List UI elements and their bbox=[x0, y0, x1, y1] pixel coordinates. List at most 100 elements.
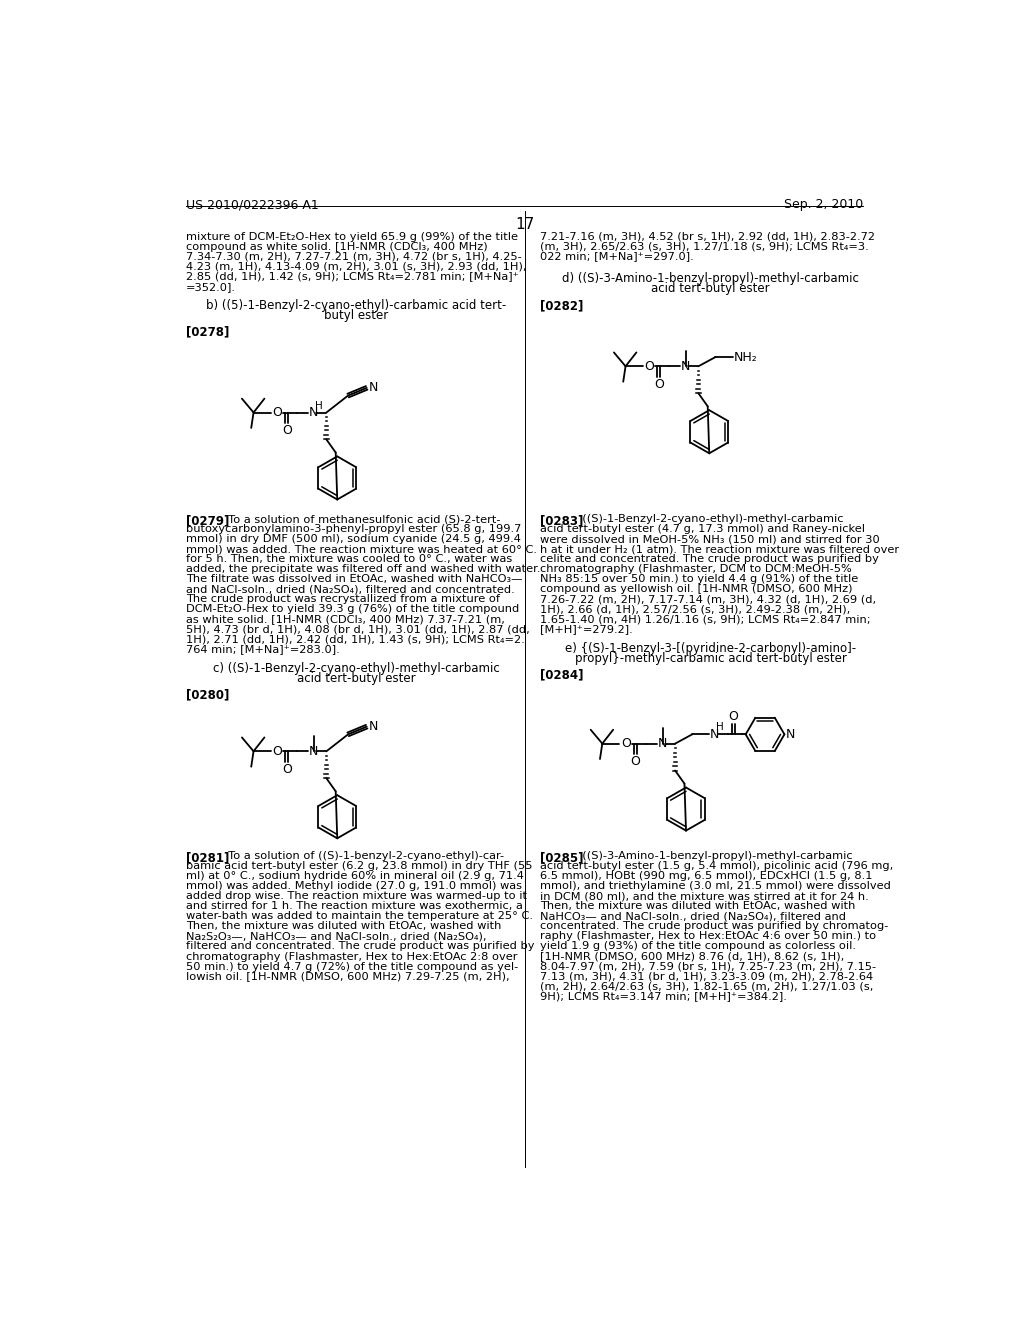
Text: 1H), 2.71 (dd, 1H), 2.42 (dd, 1H), 1.43 (s, 9H); LCMS Rt₄=2.: 1H), 2.71 (dd, 1H), 2.42 (dd, 1H), 1.43 … bbox=[186, 635, 525, 644]
Text: N: N bbox=[369, 381, 378, 395]
Text: mmol) was added. Methyl iodide (27.0 g, 191.0 mmol) was: mmol) was added. Methyl iodide (27.0 g, … bbox=[186, 882, 522, 891]
Text: (m, 2H), 2.64/2.63 (s, 3H), 1.82-1.65 (m, 2H), 1.27/1.03 (s,: (m, 2H), 2.64/2.63 (s, 3H), 1.82-1.65 (m… bbox=[541, 982, 873, 991]
Text: N: N bbox=[308, 744, 317, 758]
Text: acid tert-butyl ester: acid tert-butyl ester bbox=[651, 282, 770, 296]
Text: concentrated. The crude product was purified by chromatog-: concentrated. The crude product was puri… bbox=[541, 921, 889, 932]
Text: 7.21-7.16 (m, 3H), 4.52 (br s, 1H), 2.92 (dd, 1H), 2.83-2.72: 7.21-7.16 (m, 3H), 4.52 (br s, 1H), 2.92… bbox=[541, 231, 876, 242]
Text: 4.23 (m, 1H), 4.13-4.09 (m, 2H), 3.01 (s, 3H), 2.93 (dd, 1H),: 4.23 (m, 1H), 4.13-4.09 (m, 2H), 3.01 (s… bbox=[186, 261, 526, 272]
Text: [0283]: [0283] bbox=[541, 515, 584, 527]
Text: butoxycarbonylamino-3-phenyl-propyl ester (65.8 g, 199.7: butoxycarbonylamino-3-phenyl-propyl este… bbox=[186, 524, 521, 535]
Text: acid tert-butyl ester (4.7 g, 17.3 mmol) and Raney-nickel: acid tert-butyl ester (4.7 g, 17.3 mmol)… bbox=[541, 524, 865, 535]
Text: added, the precipitate was filtered off and washed with water.: added, the precipitate was filtered off … bbox=[186, 564, 541, 574]
Text: d) ((S)-3-Amino-1-benzyl-propyl)-methyl-carbamic: d) ((S)-3-Amino-1-benzyl-propyl)-methyl-… bbox=[562, 272, 859, 285]
Text: N: N bbox=[786, 727, 796, 741]
Text: lowish oil. [1H-NMR (DMSO, 600 MHz) 7.29-7.25 (m, 2H),: lowish oil. [1H-NMR (DMSO, 600 MHz) 7.29… bbox=[186, 972, 510, 982]
Text: ((S)-3-Amino-1-benzyl-propyl)-methyl-carbamic: ((S)-3-Amino-1-benzyl-propyl)-methyl-car… bbox=[575, 851, 853, 862]
Text: N: N bbox=[308, 407, 317, 418]
Text: O: O bbox=[631, 755, 641, 768]
Text: bamic acid tert-butyl ester (6.2 g, 23.8 mmol) in dry THF (55: bamic acid tert-butyl ester (6.2 g, 23.8… bbox=[186, 862, 532, 871]
Text: [0279]: [0279] bbox=[186, 515, 229, 527]
Text: To a solution of methanesulfonic acid (S)-2-tert-: To a solution of methanesulfonic acid (S… bbox=[221, 515, 501, 524]
Text: H: H bbox=[716, 722, 724, 731]
Text: N: N bbox=[657, 737, 667, 750]
Text: 022 min; [M+Na]⁺=297.0].: 022 min; [M+Na]⁺=297.0]. bbox=[541, 252, 694, 261]
Text: O: O bbox=[654, 378, 664, 391]
Text: compound as yellowish oil. [1H-NMR (DMSO, 600 MHz): compound as yellowish oil. [1H-NMR (DMSO… bbox=[541, 585, 853, 594]
Text: mmol), and triethylamine (3.0 ml, 21.5 mmol) were dissolved: mmol), and triethylamine (3.0 ml, 21.5 m… bbox=[541, 882, 891, 891]
Text: mixture of DCM-Et₂O-Hex to yield 65.9 g (99%) of the title: mixture of DCM-Et₂O-Hex to yield 65.9 g … bbox=[186, 231, 518, 242]
Text: 2.85 (dd, 1H), 1.42 (s, 9H); LCMS Rt₄=2.781 min; [M+Na]⁺: 2.85 (dd, 1H), 1.42 (s, 9H); LCMS Rt₄=2.… bbox=[186, 272, 519, 281]
Text: [0284]: [0284] bbox=[541, 669, 584, 682]
Text: 1H), 2.66 (d, 1H), 2.57/2.56 (s, 3H), 2.49-2.38 (m, 2H),: 1H), 2.66 (d, 1H), 2.57/2.56 (s, 3H), 2.… bbox=[541, 605, 851, 614]
Text: NH₂: NH₂ bbox=[734, 351, 758, 363]
Text: acid tert-butyl ester (1.5 g, 5.4 mmol), picolinic acid (796 mg,: acid tert-butyl ester (1.5 g, 5.4 mmol),… bbox=[541, 862, 894, 871]
Text: O: O bbox=[728, 710, 738, 723]
Text: Sep. 2, 2010: Sep. 2, 2010 bbox=[784, 198, 863, 211]
Text: mmol) in dry DMF (500 ml), sodium cyanide (24.5 g, 499.4: mmol) in dry DMF (500 ml), sodium cyanid… bbox=[186, 535, 521, 544]
Text: chromatography (Flashmaster, Hex to Hex:EtOAc 2:8 over: chromatography (Flashmaster, Hex to Hex:… bbox=[186, 952, 517, 961]
Text: b) ((5)-1-Benzyl-2-cyano-ethyl)-carbamic acid tert-: b) ((5)-1-Benzyl-2-cyano-ethyl)-carbamic… bbox=[207, 300, 507, 313]
Text: =352.0].: =352.0]. bbox=[186, 281, 237, 292]
Text: [0282]: [0282] bbox=[541, 300, 584, 313]
Text: compound as white solid. [1H-NMR (CDCl₃, 400 MHz): compound as white solid. [1H-NMR (CDCl₃,… bbox=[186, 242, 487, 252]
Text: e) {(S)-1-Benzyl-3-[(pyridine-2-carbonyl)-amino]-: e) {(S)-1-Benzyl-3-[(pyridine-2-carbonyl… bbox=[565, 642, 856, 655]
Text: (m, 3H), 2.65/2.63 (s, 3H), 1.27/1.18 (s, 9H); LCMS Rt₄=3.: (m, 3H), 2.65/2.63 (s, 3H), 1.27/1.18 (s… bbox=[541, 242, 869, 252]
Text: 6.5 mmol), HOBt (990 mg, 6.5 mmol), EDCxHCl (1.5 g, 8.1: 6.5 mmol), HOBt (990 mg, 6.5 mmol), EDCx… bbox=[541, 871, 872, 882]
Text: 7.34-7.30 (m, 2H), 7.27-7.21 (m, 3H), 4.72 (br s, 1H), 4.25-: 7.34-7.30 (m, 2H), 7.27-7.21 (m, 3H), 4.… bbox=[186, 252, 522, 261]
Text: To a solution of ((S)-1-benzyl-2-cyano-ethyl)-car-: To a solution of ((S)-1-benzyl-2-cyano-e… bbox=[221, 851, 504, 862]
Text: 764 min; [M+Na]⁺=283.0].: 764 min; [M+Na]⁺=283.0]. bbox=[186, 644, 340, 655]
Text: mmol) was added. The reaction mixture was heated at 60° C.: mmol) was added. The reaction mixture wa… bbox=[186, 544, 538, 554]
Text: [M+H]⁺=279.2].: [M+H]⁺=279.2]. bbox=[541, 624, 633, 634]
Text: O: O bbox=[644, 360, 654, 372]
Text: The crude product was recrystallized from a mixture of: The crude product was recrystallized fro… bbox=[186, 594, 500, 605]
Text: Na₂S₂O₃—, NaHCO₃— and NaCl-soln., dried (Na₂SO₄),: Na₂S₂O₃—, NaHCO₃— and NaCl-soln., dried … bbox=[186, 932, 486, 941]
Text: Then, the mixture was diluted with EtOAc, washed with: Then, the mixture was diluted with EtOAc… bbox=[186, 921, 502, 932]
Text: NH₃ 85:15 over 50 min.) to yield 4.4 g (91%) of the title: NH₃ 85:15 over 50 min.) to yield 4.4 g (… bbox=[541, 574, 858, 585]
Text: water-bath was added to maintain the temperature at 25° C.: water-bath was added to maintain the tem… bbox=[186, 911, 534, 921]
Text: [0285]: [0285] bbox=[541, 851, 584, 865]
Text: acid tert-butyl ester: acid tert-butyl ester bbox=[297, 672, 416, 685]
Text: H: H bbox=[314, 401, 323, 412]
Text: [1H-NMR (DMSO, 600 MHz) 8.76 (d, 1H), 8.62 (s, 1H),: [1H-NMR (DMSO, 600 MHz) 8.76 (d, 1H), 8.… bbox=[541, 952, 845, 961]
Text: propyl}-methyl-carbamic acid tert-butyl ester: propyl}-methyl-carbamic acid tert-butyl … bbox=[574, 652, 847, 665]
Text: chromatography (Flashmaster, DCM to DCM:MeOH-5%: chromatography (Flashmaster, DCM to DCM:… bbox=[541, 564, 852, 574]
Text: were dissolved in MeOH-5% NH₃ (150 ml) and stirred for 30: were dissolved in MeOH-5% NH₃ (150 ml) a… bbox=[541, 535, 880, 544]
Text: ml) at 0° C., sodium hydride 60% in mineral oil (2.9 g, 71.4: ml) at 0° C., sodium hydride 60% in mine… bbox=[186, 871, 524, 882]
Text: N: N bbox=[369, 721, 378, 733]
Text: O: O bbox=[272, 407, 282, 418]
Text: 7.13 (m, 3H), 4.31 (br d, 1H), 3.23-3.09 (m, 2H), 2.78-2.64: 7.13 (m, 3H), 4.31 (br d, 1H), 3.23-3.09… bbox=[541, 972, 873, 982]
Text: O: O bbox=[282, 424, 292, 437]
Text: raphy (Flashmaster, Hex to Hex:EtOAc 4:6 over 50 min.) to: raphy (Flashmaster, Hex to Hex:EtOAc 4:6… bbox=[541, 932, 877, 941]
Text: celite and concentrated. The crude product was purified by: celite and concentrated. The crude produ… bbox=[541, 554, 880, 564]
Text: O: O bbox=[272, 744, 282, 758]
Text: butyl ester: butyl ester bbox=[325, 309, 389, 322]
Text: NaHCO₃— and NaCl-soln., dried (Na₂SO₄), filtered and: NaHCO₃— and NaCl-soln., dried (Na₂SO₄), … bbox=[541, 911, 846, 921]
Text: [0281]: [0281] bbox=[186, 851, 229, 865]
Text: O: O bbox=[282, 763, 292, 776]
Text: ((S)-1-Benzyl-2-cyano-ethyl)-methyl-carbamic: ((S)-1-Benzyl-2-cyano-ethyl)-methyl-carb… bbox=[575, 515, 844, 524]
Text: h at it under H₂ (1 atm). The reaction mixture was filtered over: h at it under H₂ (1 atm). The reaction m… bbox=[541, 544, 899, 554]
Text: 8.04-7.97 (m, 2H), 7.59 (br s, 1H), 7.25-7.23 (m, 2H), 7.15-: 8.04-7.97 (m, 2H), 7.59 (br s, 1H), 7.25… bbox=[541, 961, 877, 972]
Text: Then, the mixture was diluted with EtOAc, washed with: Then, the mixture was diluted with EtOAc… bbox=[541, 902, 856, 911]
Text: The filtrate was dissolved in EtOAc, washed with NaHCO₃—: The filtrate was dissolved in EtOAc, was… bbox=[186, 574, 522, 585]
Text: 7.26-7.22 (m, 2H), 7.17-7.14 (m, 3H), 4.32 (d, 1H), 2.69 (d,: 7.26-7.22 (m, 2H), 7.17-7.14 (m, 3H), 4.… bbox=[541, 594, 877, 605]
Text: for 5 h. Then, the mixture was cooled to 0° C., water was: for 5 h. Then, the mixture was cooled to… bbox=[186, 554, 512, 564]
Text: 1.65-1.40 (m, 4H) 1.26/1.16 (s, 9H); LCMS Rt₄=2.847 min;: 1.65-1.40 (m, 4H) 1.26/1.16 (s, 9H); LCM… bbox=[541, 614, 871, 624]
Text: and stirred for 1 h. The reaction mixture was exothermic, a: and stirred for 1 h. The reaction mixtur… bbox=[186, 902, 523, 911]
Text: 9H); LCMS Rt₄=3.147 min; [M+H]⁺=384.2].: 9H); LCMS Rt₄=3.147 min; [M+H]⁺=384.2]. bbox=[541, 991, 787, 1002]
Text: [0278]: [0278] bbox=[186, 326, 229, 338]
Text: DCM-Et₂O-Hex to yield 39.3 g (76%) of the title compound: DCM-Et₂O-Hex to yield 39.3 g (76%) of th… bbox=[186, 605, 519, 614]
Text: N: N bbox=[681, 360, 690, 372]
Text: 50 min.) to yield 4.7 g (72%) of the title compound as yel-: 50 min.) to yield 4.7 g (72%) of the tit… bbox=[186, 961, 518, 972]
Text: N: N bbox=[710, 727, 720, 741]
Text: added drop wise. The reaction mixture was warmed-up to it: added drop wise. The reaction mixture wa… bbox=[186, 891, 527, 902]
Text: US 2010/0222396 A1: US 2010/0222396 A1 bbox=[186, 198, 318, 211]
Text: in DCM (80 ml), and the mixture was stirred at it for 24 h.: in DCM (80 ml), and the mixture was stir… bbox=[541, 891, 869, 902]
Text: [0280]: [0280] bbox=[186, 689, 229, 702]
Text: yield 1.9 g (93%) of the title compound as colorless oil.: yield 1.9 g (93%) of the title compound … bbox=[541, 941, 856, 952]
Text: O: O bbox=[621, 737, 631, 750]
Text: 17: 17 bbox=[515, 216, 535, 232]
Text: as white solid. [1H-NMR (CDCl₃, 400 MHz) 7.37-7.21 (m,: as white solid. [1H-NMR (CDCl₃, 400 MHz)… bbox=[186, 614, 505, 624]
Text: c) ((S)-1-Benzyl-2-cyano-ethyl)-methyl-carbamic: c) ((S)-1-Benzyl-2-cyano-ethyl)-methyl-c… bbox=[213, 663, 500, 675]
Text: and NaCl-soln., dried (Na₂SO₄), filtered and concentrated.: and NaCl-soln., dried (Na₂SO₄), filtered… bbox=[186, 585, 515, 594]
